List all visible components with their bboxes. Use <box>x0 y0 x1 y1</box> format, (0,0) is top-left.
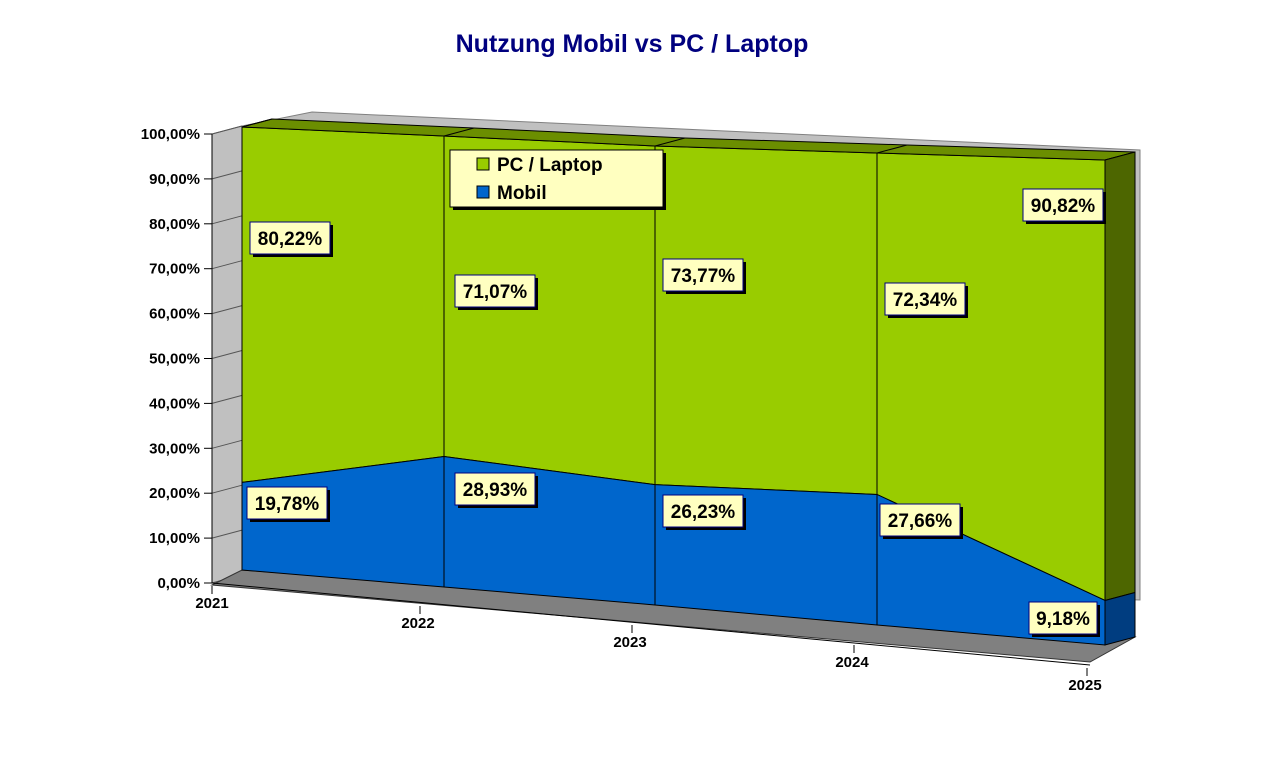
side-pc-laptop <box>1104 151 1136 602</box>
gridline <box>211 125 243 135</box>
edge-line <box>876 144 908 154</box>
data-label-mobil: 27,66% <box>879 503 963 539</box>
label-text: 73,77% <box>671 266 736 287</box>
label-box <box>246 486 328 520</box>
label-text: 19,78% <box>255 494 320 515</box>
x-axis <box>211 582 1091 666</box>
gridline <box>211 215 243 225</box>
gridline <box>211 350 243 359</box>
label-box <box>454 472 536 506</box>
label-box <box>1028 601 1098 635</box>
y-tick-label: 60,00% <box>149 306 200 323</box>
label-box <box>1022 188 1104 222</box>
data-label-pc-laptop: 72,34% <box>884 282 968 318</box>
data-label-mobil: 9,18% <box>1028 601 1100 637</box>
data-label-pc-laptop: 71,07% <box>454 274 538 310</box>
label-text: 71,07% <box>463 282 528 303</box>
data-label-pc-laptop: 73,77% <box>662 258 746 294</box>
data-label-pc-laptop: 90,82% <box>1022 188 1106 224</box>
data-label-mobil: 19,78% <box>246 486 330 522</box>
label-box <box>454 274 536 308</box>
label-box <box>249 221 331 255</box>
label-text: 90,82% <box>1031 196 1096 217</box>
edge-line <box>654 137 686 147</box>
y-tick-label: 0,00% <box>157 575 200 592</box>
x-tick-label: 2023 <box>613 634 646 651</box>
x-tick-label: 2025 <box>1068 677 1101 694</box>
legend-swatch <box>476 185 490 199</box>
gridline <box>211 170 243 180</box>
legend-swatch <box>476 157 490 171</box>
data-label-mobil: 26,23% <box>662 494 746 530</box>
x-tick-label: 2021 <box>195 595 228 612</box>
x-tick-label: 2024 <box>835 654 869 671</box>
y-tick-label: 100,00% <box>141 126 200 143</box>
label-box <box>879 503 961 537</box>
x-tick-label: 2022 <box>401 615 434 632</box>
y-tick-label: 50,00% <box>149 351 200 368</box>
gridline <box>211 484 243 494</box>
label-text: 80,22% <box>258 229 323 250</box>
label-text: 27,66% <box>888 511 953 532</box>
y-tick-label: 90,00% <box>149 171 200 188</box>
legend-label: PC / Laptop <box>497 155 603 176</box>
side-mobil <box>1104 591 1136 646</box>
gridline <box>211 394 243 404</box>
gridline <box>211 260 243 270</box>
y-tick-label: 20,00% <box>149 485 200 502</box>
y-tick-label: 40,00% <box>149 395 200 412</box>
legend: PC / Laptop Mobil <box>449 149 666 210</box>
y-tick-label: 10,00% <box>149 530 200 547</box>
label-text: 9,18% <box>1036 609 1090 630</box>
data-label-pc-laptop: 80,22% <box>249 221 333 257</box>
label-box <box>662 258 744 292</box>
gridline <box>211 305 243 315</box>
edge-line <box>443 127 475 137</box>
label-text: 72,34% <box>893 290 958 311</box>
y-tick-label: 70,00% <box>149 261 200 278</box>
gridline <box>211 439 243 449</box>
gridline <box>211 529 243 539</box>
y-tick-label: 30,00% <box>149 440 200 457</box>
label-text: 28,93% <box>463 480 528 501</box>
data-label-mobil: 28,93% <box>454 472 538 508</box>
edge-line <box>241 118 273 128</box>
y-tick-label: 80,00% <box>149 216 200 233</box>
label-text: 26,23% <box>671 502 736 523</box>
label-box <box>884 282 966 316</box>
chart-title: Nutzung Mobil vs PC / Laptop <box>455 30 809 58</box>
label-box <box>662 494 744 528</box>
legend-label: Mobil <box>497 183 547 204</box>
